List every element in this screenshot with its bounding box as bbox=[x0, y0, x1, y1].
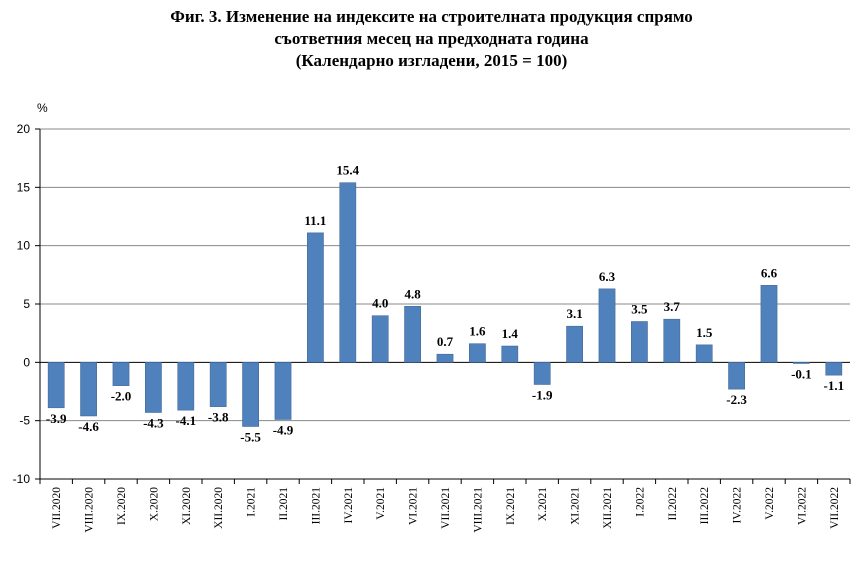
bar bbox=[307, 232, 324, 363]
category-label: X.2020 bbox=[148, 487, 160, 521]
bar bbox=[47, 362, 65, 409]
category-label: VII.2022 bbox=[829, 487, 841, 529]
bar bbox=[598, 288, 616, 363]
bar bbox=[145, 362, 162, 413]
y-tick-label: -5 bbox=[19, 414, 30, 428]
bar bbox=[80, 362, 97, 417]
data-label: -4.6 bbox=[78, 419, 99, 434]
chart-title-line-2: съответния месец на предходната година bbox=[274, 29, 589, 48]
data-label: 3.7 bbox=[664, 299, 681, 314]
data-label: -0.1 bbox=[791, 367, 812, 382]
category-label: VI.2021 bbox=[408, 487, 420, 525]
data-label: -1.9 bbox=[532, 388, 553, 403]
y-tick-label: 20 bbox=[17, 122, 31, 136]
data-label: 0.7 bbox=[437, 334, 454, 349]
data-label: -1.1 bbox=[824, 378, 845, 393]
data-label: 11.1 bbox=[304, 213, 326, 228]
bar bbox=[501, 345, 519, 363]
category-label: IV.2021 bbox=[343, 487, 355, 524]
data-label: 1.4 bbox=[502, 326, 519, 341]
category-label: IX.2020 bbox=[116, 487, 128, 525]
data-label: 3.5 bbox=[631, 302, 648, 317]
y-tick-label: 5 bbox=[23, 297, 30, 311]
bar bbox=[112, 362, 130, 386]
data-label: -2.3 bbox=[726, 392, 747, 407]
category-label: XII.2021 bbox=[602, 487, 614, 529]
data-label: 4.0 bbox=[372, 296, 388, 311]
category-label: XII.2020 bbox=[213, 487, 225, 529]
data-label: -4.9 bbox=[273, 423, 294, 438]
bar bbox=[728, 362, 745, 390]
bar bbox=[566, 325, 583, 363]
y-tick-label: 0 bbox=[23, 355, 30, 369]
y-tick-label: -10 bbox=[13, 472, 31, 486]
bar bbox=[631, 321, 648, 363]
category-label: II.2022 bbox=[667, 487, 679, 521]
category-label: III.2021 bbox=[310, 487, 322, 525]
data-label: 1.6 bbox=[469, 324, 486, 339]
category-label: VI.2022 bbox=[796, 487, 808, 525]
bar bbox=[533, 362, 551, 385]
y-axis-unit-label: % bbox=[37, 101, 48, 115]
tick-labels: 20 15 10 5 0 -5 -10 VII.2020 VIII.2020 IX.2020 X.2… bbox=[13, 122, 841, 533]
bar bbox=[242, 362, 259, 427]
category-label: VII.2020 bbox=[51, 487, 63, 529]
data-label: 4.8 bbox=[404, 286, 421, 301]
axes bbox=[35, 128, 851, 484]
bars bbox=[47, 182, 843, 427]
data-label: -3.9 bbox=[46, 411, 67, 426]
category-label: XI.2021 bbox=[570, 487, 582, 525]
chart-title: Фиг. 3. Изменение на индексите на строит… bbox=[0, 6, 863, 72]
data-label: 6.6 bbox=[761, 265, 778, 280]
bar bbox=[371, 315, 389, 363]
category-label: VIII.2020 bbox=[84, 487, 96, 533]
category-label: X.2021 bbox=[537, 487, 549, 521]
data-label: 3.1 bbox=[566, 306, 582, 321]
category-label: IX.2021 bbox=[505, 487, 517, 525]
data-label: -4.3 bbox=[143, 416, 164, 431]
category-label: I.2022 bbox=[634, 487, 646, 517]
data-labels: -3.9 -4.6 -2.0 -4.3 -4.1 -3.8 -5.5 -4.9 11.1 15.4… bbox=[46, 163, 844, 445]
data-label: -2.0 bbox=[111, 389, 132, 404]
bar bbox=[663, 318, 681, 363]
chart-title-line-3: (Календарно изгладени, 2015 = 100) bbox=[295, 51, 568, 70]
category-label: VIII.2021 bbox=[472, 487, 484, 533]
bar bbox=[404, 306, 421, 363]
data-label: 15.4 bbox=[336, 163, 359, 178]
category-label: III.2022 bbox=[699, 487, 711, 525]
bar bbox=[825, 362, 843, 376]
bar bbox=[793, 362, 810, 364]
data-label: 1.5 bbox=[696, 325, 713, 340]
category-label: V.2022 bbox=[764, 487, 776, 520]
bar bbox=[760, 285, 778, 363]
category-label: XI.2020 bbox=[181, 487, 193, 525]
data-label: -4.1 bbox=[176, 413, 197, 428]
bar bbox=[339, 182, 357, 363]
bar bbox=[177, 362, 195, 411]
chart-title-line-1: Фиг. 3. Изменение на индексите на строит… bbox=[170, 7, 693, 26]
bar bbox=[209, 362, 227, 407]
category-label: V.2021 bbox=[375, 487, 387, 520]
category-label: VII.2021 bbox=[440, 487, 452, 529]
bar bbox=[274, 362, 292, 420]
data-label: -5.5 bbox=[240, 430, 261, 445]
bar bbox=[695, 344, 713, 363]
data-label: 6.3 bbox=[599, 269, 616, 284]
bar bbox=[469, 343, 486, 363]
data-label: -3.8 bbox=[208, 410, 229, 425]
category-label: IV.2022 bbox=[732, 487, 744, 524]
category-label: I.2021 bbox=[246, 487, 258, 517]
category-label: II.2021 bbox=[278, 487, 290, 521]
y-tick-label: 10 bbox=[17, 239, 31, 253]
y-tick-label: 15 bbox=[17, 180, 31, 194]
bar bbox=[436, 353, 454, 363]
